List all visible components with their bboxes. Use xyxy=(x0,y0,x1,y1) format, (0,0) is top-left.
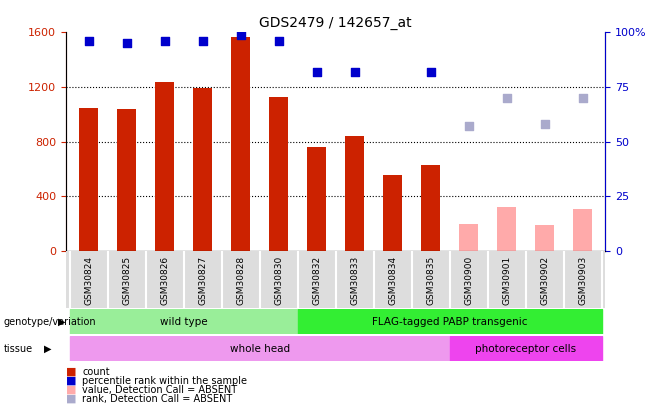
Bar xyxy=(307,147,326,251)
Point xyxy=(236,31,246,38)
Point xyxy=(501,95,512,101)
Text: GSM30833: GSM30833 xyxy=(350,256,359,305)
FancyBboxPatch shape xyxy=(70,309,297,334)
Bar xyxy=(269,97,288,251)
Text: ▶: ▶ xyxy=(58,317,66,326)
Point xyxy=(311,68,322,75)
Bar xyxy=(231,36,250,251)
Text: ■: ■ xyxy=(66,367,76,377)
Text: ■: ■ xyxy=(66,394,76,403)
FancyBboxPatch shape xyxy=(297,309,601,334)
Text: GSM30903: GSM30903 xyxy=(578,256,587,305)
Point xyxy=(197,38,208,45)
Bar xyxy=(79,108,98,251)
Text: GSM30835: GSM30835 xyxy=(426,256,435,305)
Text: percentile rank within the sample: percentile rank within the sample xyxy=(82,376,247,386)
Text: GSM30827: GSM30827 xyxy=(198,256,207,305)
Text: wild type: wild type xyxy=(160,317,207,326)
Point xyxy=(540,121,550,128)
Point xyxy=(577,95,588,101)
Point xyxy=(159,38,170,45)
Point xyxy=(463,123,474,130)
Bar xyxy=(573,209,592,251)
Text: count: count xyxy=(82,367,110,377)
Bar xyxy=(345,136,364,251)
Text: photoreceptor cells: photoreceptor cells xyxy=(475,344,576,354)
Bar xyxy=(459,224,478,251)
Text: value, Detection Call = ABSENT: value, Detection Call = ABSENT xyxy=(82,385,238,394)
FancyBboxPatch shape xyxy=(70,336,449,361)
Bar xyxy=(193,88,212,251)
Text: ■: ■ xyxy=(66,376,76,386)
Text: tissue: tissue xyxy=(3,344,32,354)
Text: GSM30830: GSM30830 xyxy=(274,256,283,305)
Text: GSM30834: GSM30834 xyxy=(388,256,397,305)
Text: GSM30824: GSM30824 xyxy=(84,256,93,305)
Text: GSM30826: GSM30826 xyxy=(160,256,169,305)
Text: genotype/variation: genotype/variation xyxy=(3,317,96,326)
Text: GSM30828: GSM30828 xyxy=(236,256,245,305)
Bar xyxy=(155,81,174,251)
Bar xyxy=(117,109,136,251)
Bar xyxy=(383,175,402,251)
Text: ■: ■ xyxy=(66,385,76,394)
Text: GSM30832: GSM30832 xyxy=(312,256,321,305)
Point xyxy=(425,68,436,75)
Text: ▶: ▶ xyxy=(43,344,51,354)
Point xyxy=(273,38,284,45)
Text: GSM30825: GSM30825 xyxy=(122,256,131,305)
FancyBboxPatch shape xyxy=(449,336,601,361)
Bar xyxy=(421,165,440,251)
Text: FLAG-tagged PABP transgenic: FLAG-tagged PABP transgenic xyxy=(372,317,527,326)
Text: GSM30900: GSM30900 xyxy=(464,256,473,305)
Text: GSM30901: GSM30901 xyxy=(502,256,511,305)
Text: rank, Detection Call = ABSENT: rank, Detection Call = ABSENT xyxy=(82,394,232,403)
Point xyxy=(84,38,94,45)
Bar xyxy=(535,225,554,251)
Point xyxy=(349,68,360,75)
Bar xyxy=(497,207,516,251)
Text: GSM30902: GSM30902 xyxy=(540,256,549,305)
Title: GDS2479 / 142657_at: GDS2479 / 142657_at xyxy=(259,16,412,30)
Point xyxy=(121,40,132,47)
Text: whole head: whole head xyxy=(230,344,290,354)
